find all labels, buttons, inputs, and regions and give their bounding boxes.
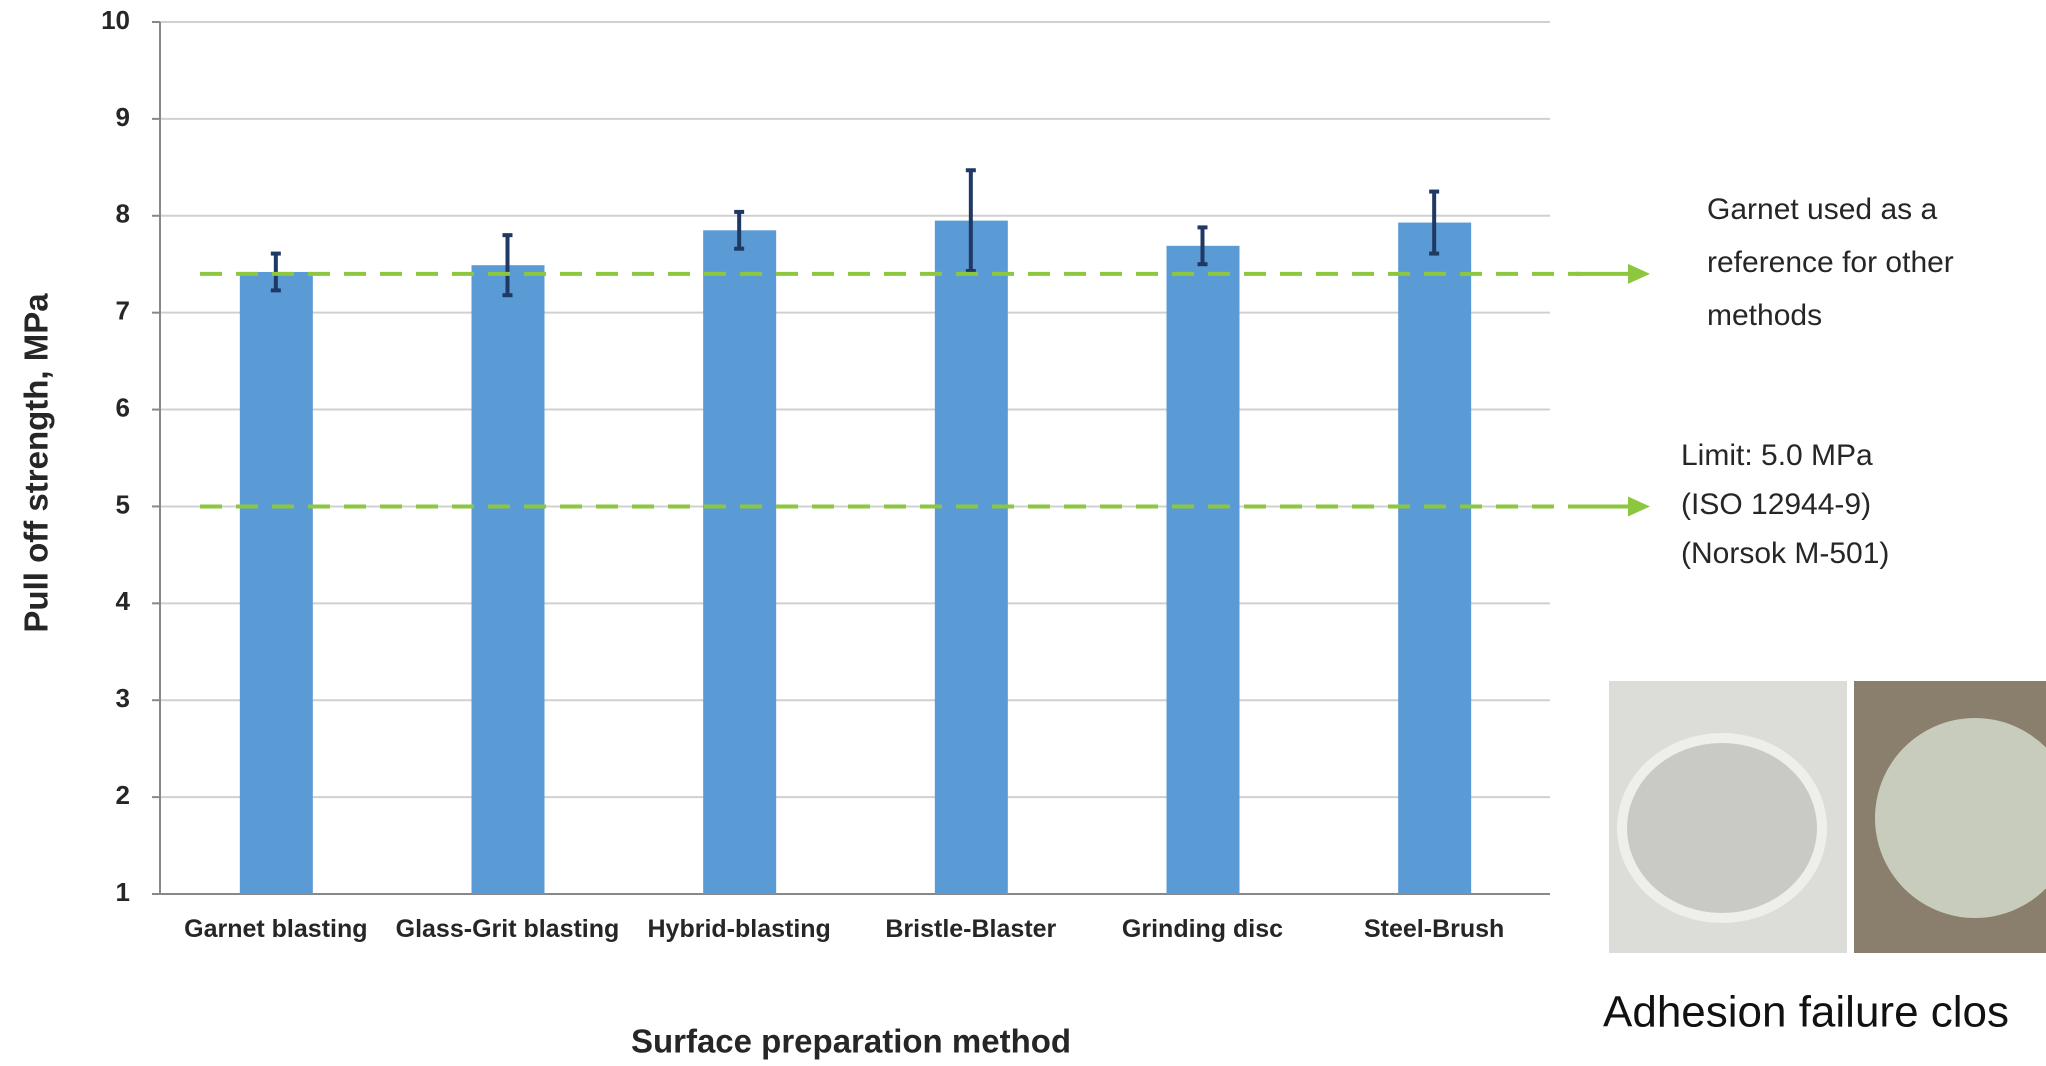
photo-caption: Adhesion failure clos [1603,988,2009,1037]
y-tick-label: 9 [116,102,130,132]
bar [240,272,313,894]
x-tick-label: Garnet blasting [160,908,392,950]
arrow-head [1628,264,1650,284]
annotation: methods [1707,299,1822,332]
bar [1398,223,1471,894]
y-tick-label: 2 [116,780,130,810]
x-tick-label: Steel-Brush [1318,908,1550,950]
annotation: Garnet used as a [1707,193,1937,226]
y-tick-label: 3 [116,683,130,713]
chart: Pull off strength, MPa Surface preparati… [0,0,2046,1066]
y-tick-label: 4 [116,586,131,616]
y-tick-label: 5 [116,489,130,519]
bar [1167,246,1240,894]
x-tick-label: Grinding disc [1087,908,1319,950]
x-tick-label: Hybrid-blasting [623,908,855,950]
annotation: reference for other [1707,246,1954,279]
x-axis-title: Surface preparation method [631,1023,1071,1060]
y-tick-label: 6 [116,392,130,422]
x-tick-label: Glass-Grit blasting [392,908,624,950]
x-tick-label: Bristle-Blaster [855,908,1087,950]
annotation: (Norsok M-501) [1681,537,1889,570]
annotation: Limit: 5.0 MPa [1681,439,1873,472]
y-tick-label: 10 [101,5,130,35]
page: Pull off strength, MPa Surface preparati… [0,0,2046,1066]
annotation: (ISO 12944-9) [1681,488,1871,521]
photo [1609,681,2046,953]
bar [935,221,1008,894]
y-tick-label: 7 [116,296,130,326]
y-axis-title: Pull off strength, MPa [18,293,55,633]
y-tick-label: 8 [116,199,130,229]
arrow-head [1628,496,1650,516]
bar [472,265,545,894]
bar [703,230,776,894]
y-tick-label: 1 [116,877,130,907]
